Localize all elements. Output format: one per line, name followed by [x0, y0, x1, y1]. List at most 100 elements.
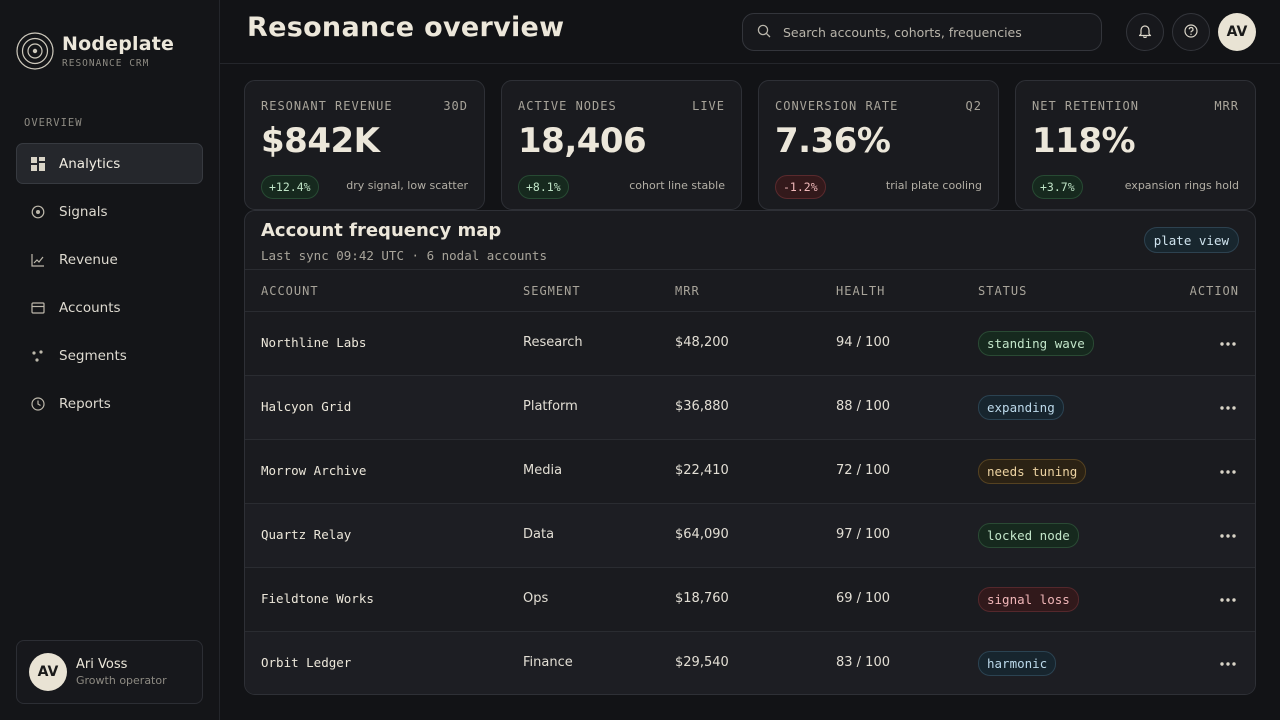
account-name[interactable]: Morrow Archive	[261, 463, 367, 478]
sidebar-item-label: Analytics	[59, 155, 121, 172]
notifications-button[interactable]	[1126, 13, 1164, 51]
search-bar[interactable]	[742, 13, 1102, 51]
more-options-button[interactable]	[1217, 334, 1239, 354]
more-options-button[interactable]	[1217, 398, 1239, 418]
search-icon	[757, 23, 771, 42]
more-options-button[interactable]	[1217, 590, 1239, 610]
table-row[interactable]: Fieldtone Works Ops $18,760 69 / 100 sig…	[245, 568, 1255, 632]
health-cell: 72 / 100	[836, 463, 890, 478]
column-header-health[interactable]: HEALTH	[836, 284, 886, 298]
stat-value: 118%	[1032, 121, 1136, 161]
sidebar-item-label: Accounts	[59, 299, 121, 316]
help-button[interactable]	[1172, 13, 1210, 51]
stat-period: 30D	[443, 99, 468, 113]
sidebar-item-accounts[interactable]: Accounts	[16, 287, 203, 328]
segment-cell: Data	[523, 527, 555, 542]
account-name[interactable]: Orbit Ledger	[261, 655, 352, 670]
nav-section-label: OVERVIEW	[24, 117, 83, 129]
column-header-action: ACTION	[1189, 284, 1239, 298]
sidebar-item-label: Reports	[59, 395, 111, 412]
trend-line-icon	[31, 253, 45, 267]
brand-subtitle: RESONANCE CRM	[62, 58, 150, 69]
column-header-segment[interactable]: SEGMENT	[523, 284, 581, 298]
user-avatar-button[interactable]: AV	[1218, 13, 1256, 51]
table-row[interactable]: Halcyon Grid Platform $36,880 88 / 100 e…	[245, 376, 1255, 440]
more-horizontal-icon	[1220, 470, 1236, 474]
brand[interactable]: Nodeplate RESONANCE CRM	[16, 32, 174, 70]
table-row[interactable]: Orbit Ledger Finance $29,540 83 / 100 ha…	[245, 632, 1255, 694]
column-header-account[interactable]: ACCOUNT	[261, 284, 319, 298]
sidebar-item-signals[interactable]: Signals	[16, 191, 203, 232]
more-horizontal-icon	[1220, 598, 1236, 602]
stat-delta-badge: +12.4%	[261, 175, 319, 199]
concentric-rings-logo-icon	[16, 32, 54, 70]
user-role: Growth operator	[76, 674, 167, 687]
plate-view-button[interactable]: plate view	[1143, 227, 1239, 253]
account-frequency-panel: Account frequency map Last sync 09:42 UT…	[244, 210, 1256, 695]
stat-delta-badge: +8.1%	[518, 175, 569, 199]
segment-cell: Finance	[523, 655, 573, 670]
health-cell: 83 / 100	[836, 655, 890, 670]
stat-note: cohort line stable	[629, 179, 725, 192]
stat-note: dry signal, low scatter	[346, 179, 468, 192]
target-icon	[31, 205, 45, 219]
segment-cell: Media	[523, 463, 563, 478]
more-horizontal-icon	[1220, 534, 1236, 538]
top-header: Resonance overview AV	[220, 0, 1280, 64]
sidebar-item-segments[interactable]: Segments	[16, 335, 203, 376]
stat-label: CONVERSION RATE	[775, 99, 899, 113]
status-badge: harmonic	[978, 651, 1057, 676]
more-horizontal-icon	[1220, 342, 1236, 346]
status-badge: standing wave	[978, 331, 1094, 356]
mrr-cell: $36,880	[675, 399, 729, 414]
more-horizontal-icon	[1220, 406, 1236, 410]
stat-value: 7.36%	[775, 121, 891, 161]
search-input[interactable]	[783, 24, 1083, 40]
health-cell: 88 / 100	[836, 399, 890, 414]
stat-value: 18,406	[518, 121, 647, 161]
stat-period: MRR	[1214, 99, 1239, 113]
table-row[interactable]: Northline Labs Research $48,200 94 / 100…	[245, 312, 1255, 376]
avatar: AV	[29, 653, 67, 691]
more-options-button[interactable]	[1217, 462, 1239, 482]
sidebar-item-revenue[interactable]: Revenue	[16, 239, 203, 280]
sidebar-nav: Analytics Signals Revenue Accounts Segme…	[16, 143, 203, 431]
status-badge: signal loss	[978, 587, 1079, 612]
more-horizontal-icon	[1220, 662, 1236, 666]
stat-note: trial plate cooling	[885, 179, 982, 192]
account-name[interactable]: Halcyon Grid	[261, 399, 352, 414]
account-name[interactable]: Fieldtone Works	[261, 591, 374, 606]
stat-card-active-nodes: ACTIVE NODES LIVE 18,406 +8.1% cohort li…	[501, 80, 742, 210]
column-header-mrr[interactable]: MRR	[675, 284, 700, 298]
mrr-cell: $29,540	[675, 655, 729, 670]
table-header: ACCOUNT SEGMENT MRR HEALTH STATUS ACTION	[245, 269, 1255, 312]
stat-label: RESONANT REVENUE	[261, 99, 393, 113]
stat-delta-badge: -1.2%	[775, 175, 826, 199]
segment-cell: Ops	[523, 591, 549, 606]
sidebar: Nodeplate RESONANCE CRM OVERVIEW Analyti…	[0, 0, 220, 720]
table-row[interactable]: Quartz Relay Data $64,090 97 / 100 locke…	[245, 504, 1255, 568]
mrr-cell: $22,410	[675, 463, 729, 478]
brand-name: Nodeplate	[62, 33, 175, 55]
stat-label: ACTIVE NODES	[518, 99, 617, 113]
account-name[interactable]: Northline Labs	[261, 335, 367, 350]
sidebar-item-reports[interactable]: Reports	[16, 383, 203, 424]
stat-period: Q2	[965, 99, 982, 113]
status-badge: locked node	[978, 523, 1079, 548]
user-profile-card[interactable]: AV Ari Voss Growth operator	[16, 640, 203, 704]
user-name: Ari Voss	[76, 657, 128, 672]
stat-delta-badge: +3.7%	[1032, 175, 1083, 199]
table-row[interactable]: Morrow Archive Media $22,410 72 / 100 ne…	[245, 440, 1255, 504]
clock-icon	[31, 396, 45, 411]
panel-title: Account frequency map	[261, 220, 502, 241]
segment-cell: Research	[523, 335, 583, 350]
account-name[interactable]: Quartz Relay	[261, 527, 352, 542]
more-options-button[interactable]	[1217, 526, 1239, 546]
stat-card-revenue: RESONANT REVENUE 30D $842K +12.4% dry si…	[244, 80, 485, 210]
more-options-button[interactable]	[1217, 654, 1239, 674]
sidebar-item-analytics[interactable]: Analytics	[16, 143, 203, 184]
stat-note: expansion rings hold	[1124, 179, 1239, 192]
grid-icon	[31, 156, 45, 171]
column-header-status[interactable]: STATUS	[978, 284, 1028, 298]
scatter-dots-icon	[31, 349, 45, 363]
